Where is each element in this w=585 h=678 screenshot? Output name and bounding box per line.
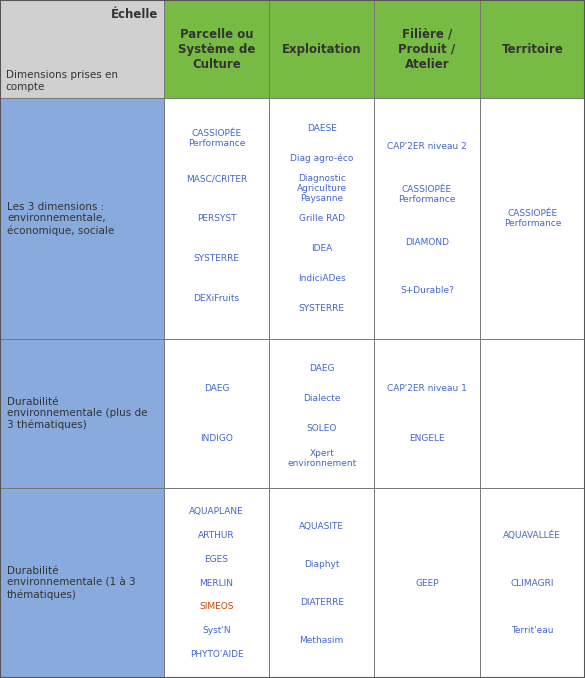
Bar [164, 98, 269, 339]
Text: PHYTO'AIDE: PHYTO'AIDE [190, 650, 243, 659]
Text: PERSYST: PERSYST [197, 214, 236, 223]
Text: SYSTERRE: SYSTERRE [194, 254, 239, 263]
Text: DAEG: DAEG [204, 384, 229, 393]
Text: Diaphyt: Diaphyt [304, 559, 339, 569]
Text: Dimensions prises en
compte: Dimensions prises en compte [6, 70, 118, 92]
Bar [374, 0, 480, 98]
Text: AQUAPLANE: AQUAPLANE [189, 507, 244, 517]
Text: MASC/CRITER: MASC/CRITER [186, 174, 247, 183]
Text: CLIMAGRI: CLIMAGRI [511, 578, 554, 588]
Text: CASSIOPÉE
Performance: CASSIOPÉE Performance [188, 129, 245, 148]
Text: DAEG: DAEG [309, 364, 335, 374]
Text: Syst'N: Syst'N [202, 626, 230, 635]
Bar [164, 488, 269, 678]
Text: CAP'2ER niveau 1: CAP'2ER niveau 1 [387, 384, 467, 393]
Text: Exploitation: Exploitation [282, 43, 362, 56]
Text: Dialecte: Dialecte [303, 394, 340, 403]
Text: DIATERRE: DIATERRE [300, 597, 344, 607]
Text: Parcelle ou
Système de
Culture: Parcelle ou Système de Culture [178, 28, 255, 71]
Text: Durabilité
environnementale (1 à 3
thématiques): Durabilité environnementale (1 à 3 théma… [7, 566, 136, 600]
Bar [0, 0, 164, 98]
Text: SYSTERRE: SYSTERRE [299, 304, 345, 313]
Text: CASSIOPÉE
Performance: CASSIOPÉE Performance [398, 185, 456, 204]
Bar [480, 488, 585, 678]
Text: EGES: EGES [204, 555, 229, 564]
Text: Échelle: Échelle [111, 8, 158, 21]
Text: DEXiFruits: DEXiFruits [194, 294, 239, 303]
Bar [374, 488, 480, 678]
Text: Diag agro-éco: Diag agro-éco [290, 154, 353, 163]
Text: Territoire: Territoire [501, 43, 563, 56]
Text: CASSIOPÉE
Performance: CASSIOPÉE Performance [504, 209, 561, 228]
Bar [269, 98, 374, 339]
Text: Grille RAD: Grille RAD [299, 214, 345, 223]
Bar [269, 339, 374, 488]
Bar [374, 339, 480, 488]
Bar [269, 488, 374, 678]
Text: IndiciADes: IndiciADes [298, 275, 346, 283]
Text: Durabilité
environnementale (plus de
3 thématiques): Durabilité environnementale (plus de 3 t… [7, 397, 147, 431]
Text: CAP'2ER niveau 2: CAP'2ER niveau 2 [387, 142, 467, 151]
Bar [164, 0, 269, 98]
Text: AQUASITE: AQUASITE [300, 521, 344, 531]
Text: SIMEOS: SIMEOS [199, 602, 233, 612]
Text: Les 3 dimensions :
environnementale,
économique, sociale: Les 3 dimensions : environnementale, éco… [7, 202, 114, 235]
Text: INDIGO: INDIGO [200, 434, 233, 443]
Text: Xpert
environnement: Xpert environnement [287, 449, 356, 468]
Text: SOLEO: SOLEO [307, 424, 337, 433]
Bar [374, 98, 480, 339]
Text: Diagnostic
Agriculture
Paysanne: Diagnostic Agriculture Paysanne [297, 174, 347, 203]
Text: IDEA: IDEA [311, 244, 332, 254]
Text: MERLIN: MERLIN [199, 578, 233, 588]
Bar [164, 339, 269, 488]
Text: Territ'eau: Territ'eau [511, 626, 553, 635]
Text: GEEP: GEEP [415, 578, 439, 588]
Text: ENGELE: ENGELE [410, 434, 445, 443]
Text: Methasim: Methasim [300, 635, 344, 645]
Text: DIAMOND: DIAMOND [405, 238, 449, 247]
Bar [0, 98, 164, 339]
Text: ARTHUR: ARTHUR [198, 531, 235, 540]
Text: Filière /
Produit /
Atelier: Filière / Produit / Atelier [398, 28, 456, 71]
Text: DAESE: DAESE [307, 124, 337, 133]
Bar [269, 0, 374, 98]
Bar [0, 488, 164, 678]
Bar [0, 339, 164, 488]
Text: S+Durable?: S+Durable? [400, 286, 454, 296]
Bar [480, 98, 585, 339]
Bar [480, 339, 585, 488]
Bar [480, 0, 585, 98]
Text: AQUAVALLÉE: AQUAVALLÉE [504, 531, 561, 540]
